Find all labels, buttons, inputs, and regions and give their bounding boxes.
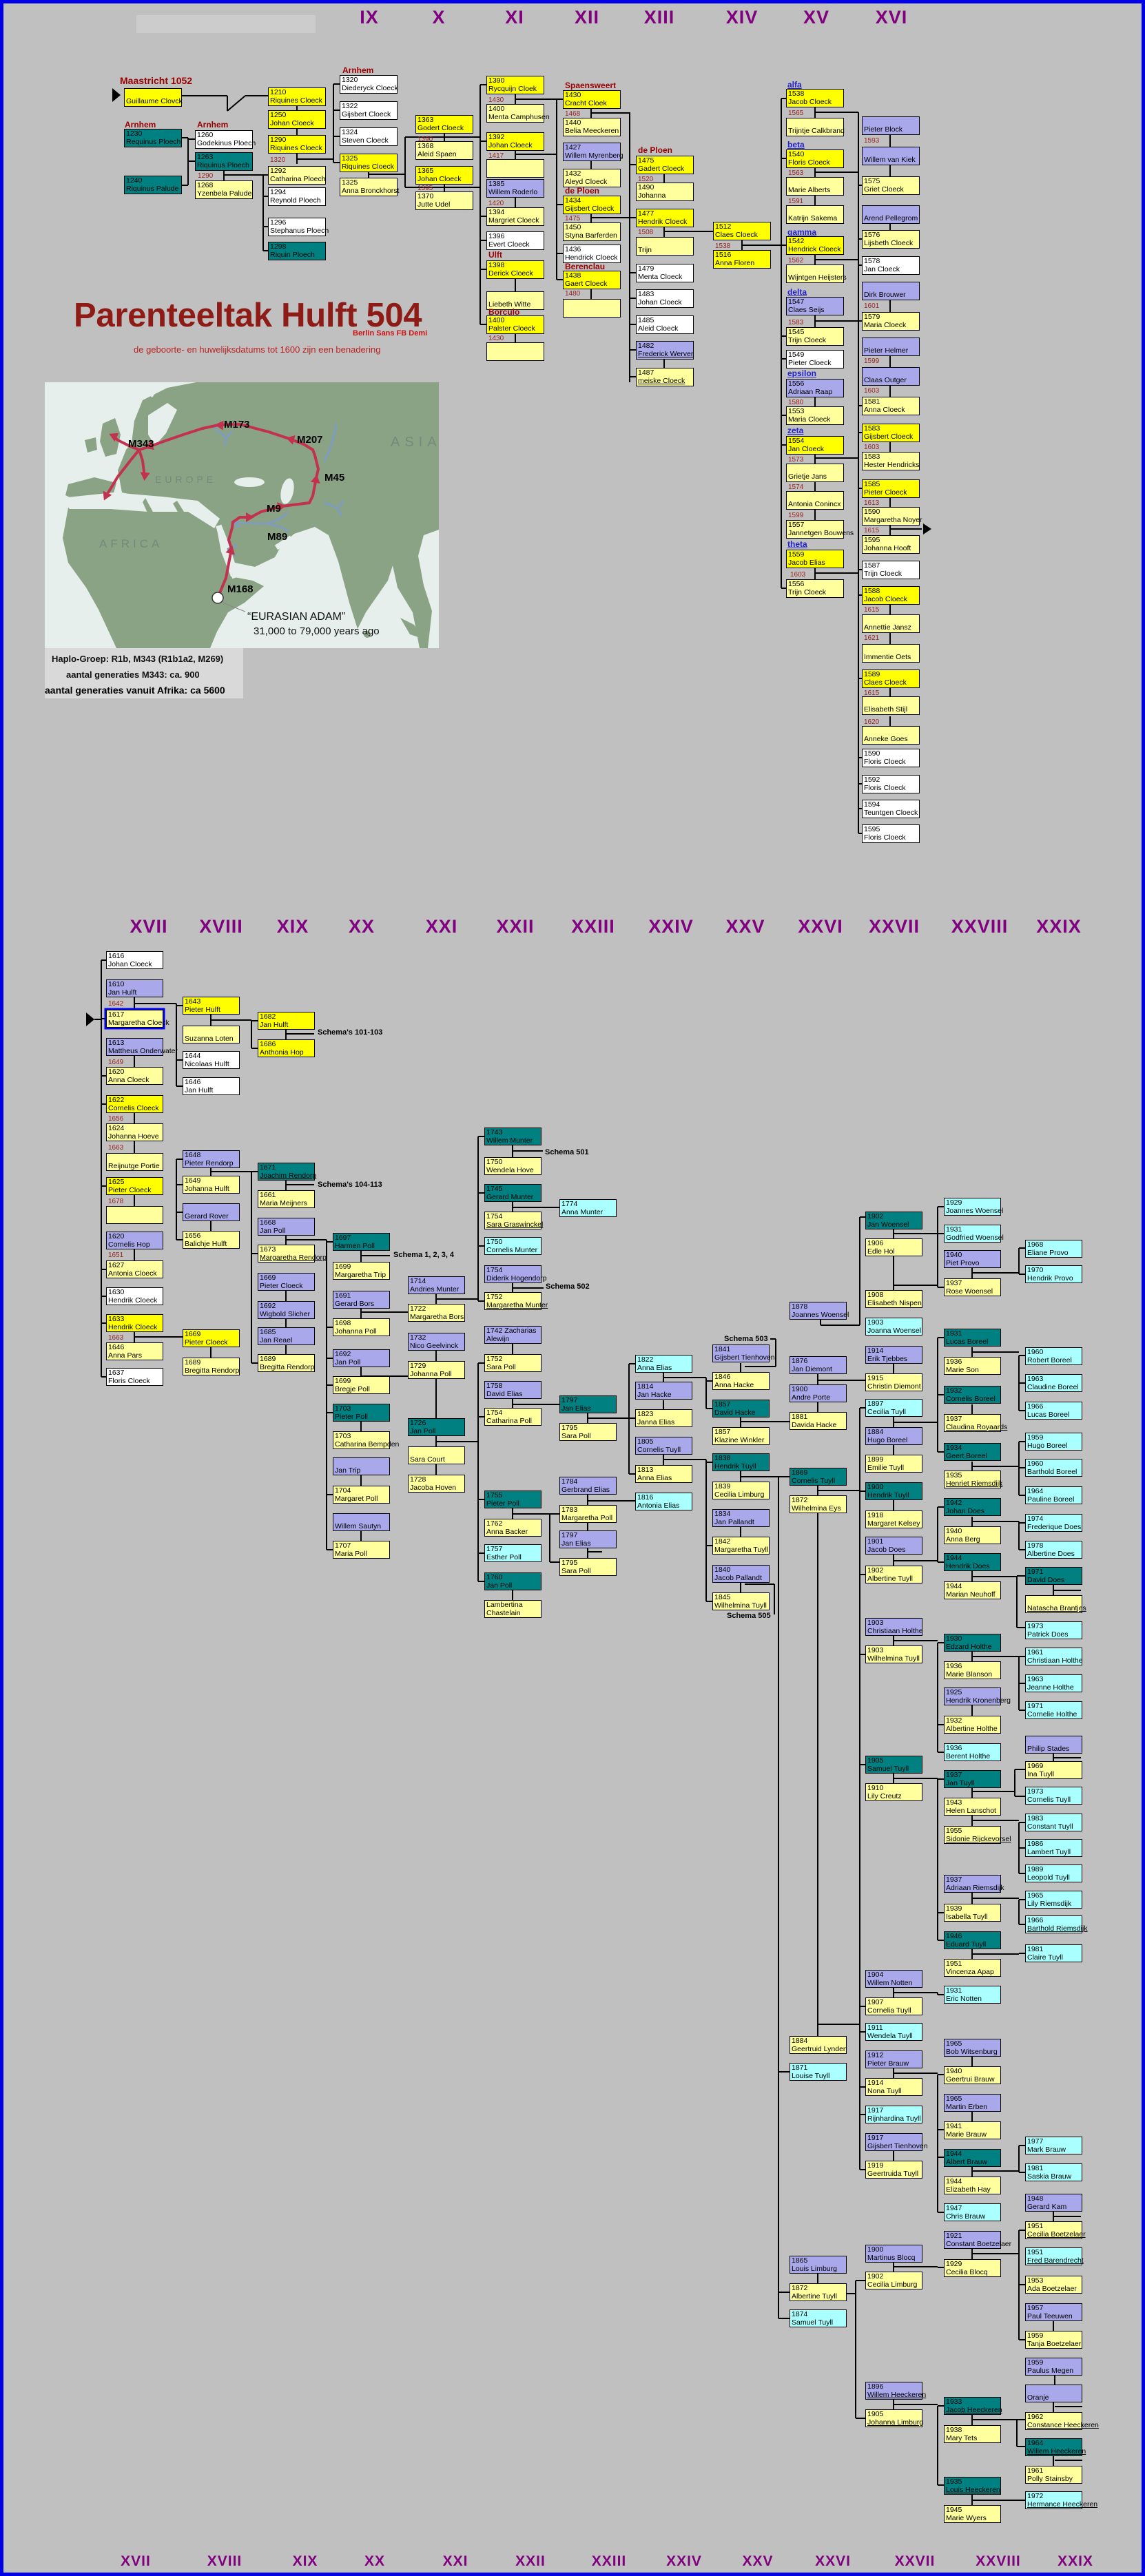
svg-text:M89: M89 <box>267 531 287 543</box>
svg-text:M173: M173 <box>224 419 250 430</box>
svg-text:M45: M45 <box>324 472 344 484</box>
svg-text:ASIA: ASIA <box>391 435 439 450</box>
svg-text:M343: M343 <box>128 438 154 450</box>
svg-text:M168: M168 <box>227 583 254 595</box>
svg-text:31,000 to 79,000 years ago: 31,000 to 79,000 years ago <box>254 625 380 637</box>
svg-text:M207: M207 <box>297 434 323 446</box>
svg-text:M9: M9 <box>267 503 281 515</box>
svg-text:AFRICA: AFRICA <box>99 537 163 550</box>
svg-text:“EURASIAN ADAM”: “EURASIAN ADAM” <box>247 611 345 623</box>
svg-text:EUROPE: EUROPE <box>155 474 216 485</box>
